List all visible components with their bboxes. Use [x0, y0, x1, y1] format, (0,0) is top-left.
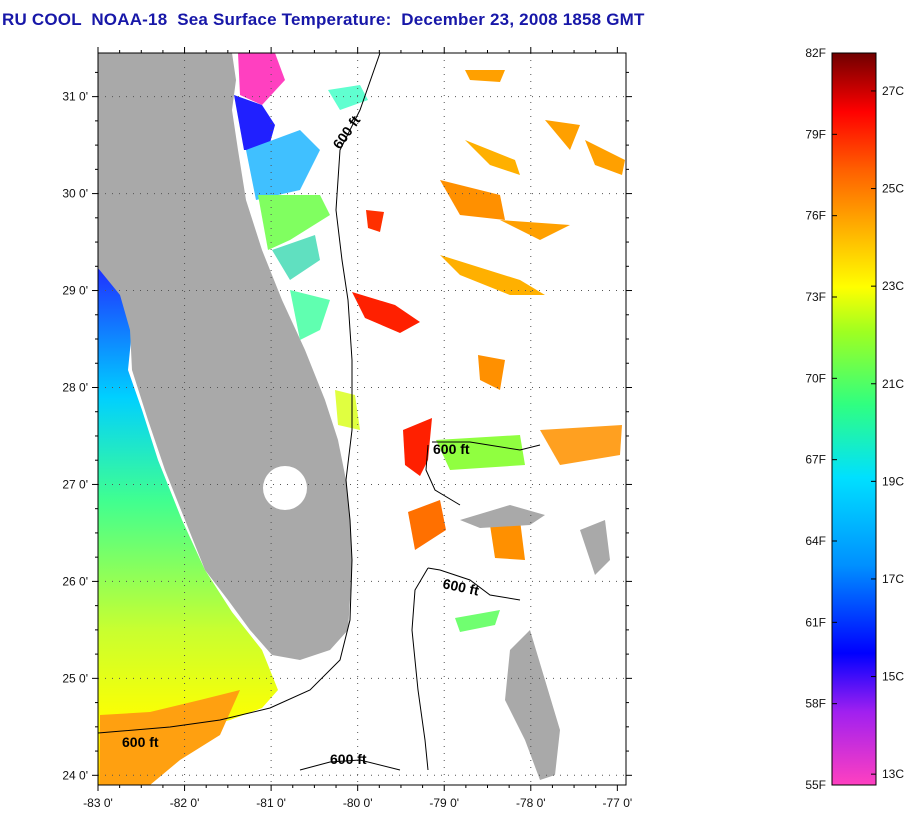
gulfstream-orange-8 [478, 355, 505, 390]
gulf-sst-field [98, 268, 278, 785]
colorbar-c-label: 27C [882, 84, 904, 98]
contour-label-bottom: 600 ft [330, 751, 367, 767]
map-frame [97, 52, 627, 786]
colorbar-f-label: 73F [805, 290, 826, 304]
gulfstream-orange-7 [465, 140, 520, 175]
lon-tick-label: -82 0' [170, 796, 200, 810]
lat-tick-label: 31 0' [62, 90, 88, 104]
gulfstream-red-1 [352, 292, 420, 333]
contour-label-keys: 600 ft [122, 734, 159, 750]
colorbar-f-label: 70F [805, 371, 826, 385]
map-title: RU COOL NOAA-18 Sea Surface Temperature:… [2, 10, 645, 29]
gulfstream-red-3 [403, 418, 432, 476]
gulfstream-orange-1 [408, 500, 446, 550]
bahamas-abaco-land [580, 520, 610, 575]
lat-tick-label: 24 0' [62, 768, 88, 782]
colorbar-c-label: 21C [882, 377, 904, 391]
colorbar-f-label: 61F [805, 615, 826, 629]
colorbar-c-label: 23C [882, 279, 904, 293]
colorbar-c-label: 13C [882, 767, 904, 781]
lon-tick-label: -81 0' [256, 796, 286, 810]
gulfstream-orange-3 [545, 120, 580, 150]
gulfstream-orange-5 [440, 255, 545, 295]
gulfstream-green-2 [455, 610, 500, 632]
lat-tick-label: 28 0' [62, 380, 88, 394]
colorbar-f-label: 67F [805, 453, 826, 467]
lon-tick-label: -78 0' [516, 796, 546, 810]
lon-tick-label: -80 0' [343, 796, 373, 810]
colorbar-c-label: 19C [882, 474, 904, 488]
lon-tick-label: -77 0' [603, 796, 633, 810]
atlantic-sst-blue [234, 95, 275, 150]
lat-tick-label: 26 0' [62, 574, 88, 588]
colorbar-f-label: 58F [805, 697, 826, 711]
gulfstream-orange-10 [465, 70, 505, 82]
lon-tick-label: -79 0' [429, 796, 459, 810]
lon-tick-label: -83 0' [83, 796, 113, 810]
gulfstream-orange-4 [585, 140, 625, 175]
contour-label-south-channel: 600 ft [441, 575, 480, 598]
atlantic-sst-yellow [335, 390, 360, 430]
atlantic-blob-teal [328, 85, 368, 110]
atlantic-sst-north [238, 53, 285, 105]
bahamas-andros-land [505, 630, 560, 780]
lat-tick-label: 30 0' [62, 187, 88, 201]
keys-sst-warm [100, 690, 240, 785]
lat-tick-label: 27 0' [62, 477, 88, 491]
gulfstream-green-1 [436, 435, 525, 470]
colorbar [831, 52, 877, 786]
contour-label-north: 600 ft [329, 112, 363, 151]
gulfstream-red-2 [366, 210, 384, 232]
gulfstream-orange-11 [490, 520, 525, 560]
colorbar-c-label: 17C [882, 572, 904, 586]
isobath-600ft-lines [98, 53, 541, 771]
colorbar-f-label: 76F [805, 209, 826, 223]
gulfstream-orange-6 [540, 425, 622, 465]
atlantic-sst-cyan [246, 130, 320, 200]
graticule [98, 53, 626, 785]
colorbar-f-label: 82F [805, 46, 826, 60]
colorbar-f-label: 64F [805, 534, 826, 548]
colorbar-f-label: 79F [805, 127, 826, 141]
lat-tick-label: 25 0' [62, 671, 88, 685]
colorbar-f-label: 55F [805, 778, 826, 792]
gulfstream-orange-9 [500, 220, 570, 240]
colorbar-c-label: 15C [882, 670, 904, 684]
gulfstream-orange-2 [440, 180, 505, 220]
contour-label-bahamas: 600 ft [433, 441, 470, 457]
lat-tick-label: 29 0' [62, 284, 88, 298]
colorbar-c-label: 25C [882, 182, 904, 196]
atlantic-sst-teal [290, 290, 330, 340]
lake-okeechobee [263, 466, 307, 510]
atlantic-sst-green [258, 195, 330, 250]
bahamas-grand-land [460, 505, 545, 528]
axis-ticks [92, 47, 632, 791]
atlantic-sst-cyan2 [272, 235, 320, 280]
